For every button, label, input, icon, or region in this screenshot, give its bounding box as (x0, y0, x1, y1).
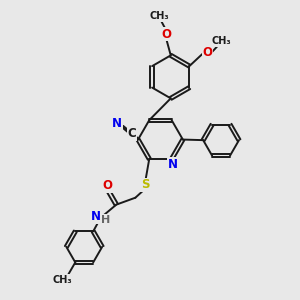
Text: C: C (128, 127, 136, 140)
Text: N: N (112, 117, 122, 130)
Text: CH₃: CH₃ (150, 11, 170, 21)
Text: CH₃: CH₃ (52, 275, 72, 285)
Text: N: N (168, 158, 178, 170)
Text: H: H (101, 215, 110, 225)
Text: O: O (202, 46, 213, 59)
Text: CH₃: CH₃ (212, 36, 231, 46)
Text: S: S (141, 178, 149, 191)
Text: O: O (102, 179, 112, 192)
Text: O: O (161, 28, 171, 41)
Text: N: N (91, 210, 101, 223)
